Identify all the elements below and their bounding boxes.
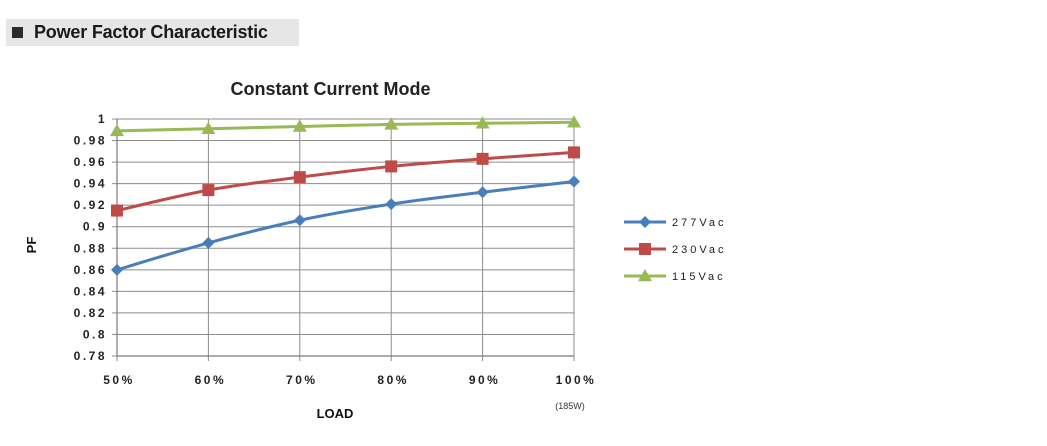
x-tick-label: 60% [195, 373, 227, 387]
section-title: Power Factor Characteristic [34, 22, 268, 42]
x-tick-label: 80% [377, 373, 409, 387]
series-line-115vac [116, 120, 575, 133]
data-point-115vac [384, 117, 399, 130]
section-bullet-icon [12, 27, 23, 38]
series-line-230vac [116, 150, 575, 213]
legend-label-115vac: 115Vac [672, 271, 726, 283]
data-point-115vac [475, 116, 490, 129]
y-tick-label: 0.9 [83, 220, 107, 234]
data-point-277vac [385, 198, 398, 211]
data-point-277vac [476, 186, 489, 199]
x-axis-note: (185W) [555, 401, 585, 411]
data-point-115vac [567, 115, 581, 128]
data-point-230vac [476, 152, 489, 165]
legend-marker-230vac [639, 243, 651, 255]
legend-label-230vac: 230Vac [672, 244, 727, 256]
data-point-230vac [202, 184, 215, 197]
y-tick-label: 0.78 [74, 349, 107, 363]
data-point-277vac [202, 236, 215, 249]
data-point-115vac [292, 119, 307, 132]
x-tick-label: 50% [103, 373, 135, 387]
chart-title: Constant Current Mode [231, 79, 431, 99]
data-point-277vac [293, 214, 306, 227]
x-tick-label: 70% [286, 373, 318, 387]
y-tick-label: 0.82 [74, 306, 107, 320]
y-tick-label: 0.88 [74, 241, 107, 255]
data-point-277vac [568, 175, 580, 188]
x-axis-title: LOAD [317, 406, 354, 421]
legend-label-277vac: 277Vac [672, 217, 727, 229]
data-point-115vac [201, 121, 216, 134]
section-header: Power Factor Characteristic [6, 19, 299, 46]
y-tick-label: 0.92 [74, 198, 107, 212]
data-point-230vac [111, 204, 123, 217]
legend-marker-277vac [639, 216, 651, 228]
series-line-277vac [116, 179, 575, 272]
y-tick-label: 0.8 [83, 327, 107, 341]
y-tick-label: 0.94 [74, 177, 107, 191]
y-tick-label: 0.98 [74, 134, 107, 148]
y-tick-label: 0.84 [74, 284, 107, 298]
data-point-230vac [568, 146, 580, 159]
y-tick-label: 0.86 [74, 263, 107, 277]
y-tick-label: 1 [98, 112, 107, 126]
y-axis-title: PF [24, 237, 39, 254]
data-point-230vac [385, 160, 398, 173]
x-tick-label: 90% [469, 373, 501, 387]
x-tick-label: 100% [556, 373, 597, 387]
data-point-277vac [111, 263, 123, 276]
legend-marker-115vac [638, 269, 652, 282]
data-point-230vac [293, 171, 306, 184]
y-tick-label: 0.96 [74, 155, 107, 169]
data-point-115vac [110, 123, 124, 137]
